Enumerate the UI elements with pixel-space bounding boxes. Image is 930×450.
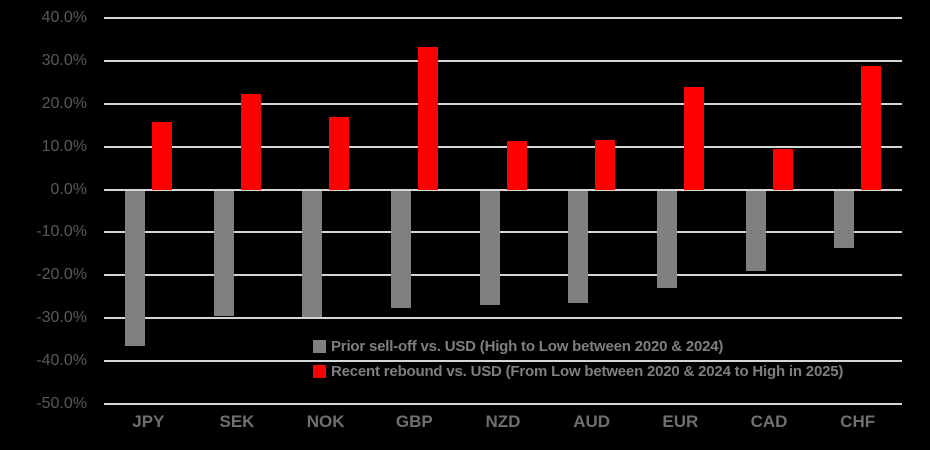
bar-selloff-AUD [568, 190, 589, 303]
bar-rebound-JPY [151, 121, 172, 190]
gridline-0.0% [104, 188, 902, 191]
bar-selloff-NOK [302, 190, 323, 318]
y-tick-label--30.0%: -30.0% [36, 309, 87, 327]
x-category-label-EUR: EUR [662, 412, 699, 431]
x-category-label-GBP: GBP [395, 412, 433, 431]
y-tick-label--40.0%: -40.0% [36, 352, 87, 370]
bar-rebound-NZD [506, 140, 527, 190]
selloff-legend-swatch-icon [313, 339, 326, 353]
bar-rebound-CAD [772, 149, 793, 190]
y-tick-label-10.0%: 10.0% [41, 137, 87, 155]
selloff-legend-label: Prior sell-off vs. USD (High to Low betw… [331, 337, 724, 355]
legend-item-selloff: Prior sell-off vs. USD (High to Low betw… [313, 337, 843, 355]
x-category-label-NZD: NZD [485, 412, 521, 431]
legend-item-rebound: Recent rebound vs. USD (From Low between… [313, 362, 844, 380]
bar-rebound-CHF [861, 66, 882, 190]
bar-rebound-SEK [240, 93, 261, 190]
bar-selloff-NZD [479, 190, 500, 306]
bar-selloff-GBP [390, 190, 411, 309]
bar-rebound-GBP [417, 47, 438, 190]
gridline-30.0% [104, 59, 902, 62]
gridline--20.0% [104, 274, 902, 277]
bar-selloff-JPY [124, 190, 145, 347]
bar-rebound-EUR [683, 87, 704, 190]
bar-selloff-SEK [213, 190, 234, 317]
x-category-label-SEK: SEK [219, 412, 255, 431]
gridline--50.0% [104, 403, 902, 405]
bar-selloff-CAD [745, 190, 766, 271]
y-tick-label--10.0%: -10.0% [36, 223, 87, 241]
x-category-label-CAD: CAD [750, 412, 788, 431]
gridline-20.0% [104, 102, 902, 105]
legend: Prior sell-off vs. USD (High to Low betw… [313, 337, 844, 380]
rebound-legend-label: Recent rebound vs. USD (From Low between… [331, 362, 844, 380]
gridline-10.0% [104, 145, 902, 148]
y-tick-label--20.0%: -20.0% [36, 266, 87, 284]
y-tick-label-30.0%: 30.0% [41, 51, 87, 69]
y-tick-label-40.0%: 40.0% [41, 9, 87, 26]
rebound-legend-swatch-icon [313, 364, 326, 378]
x-category-label-JPY: JPY [132, 412, 165, 431]
x-category-label-CHF: CHF [840, 412, 876, 431]
gridline--10.0% [104, 231, 902, 234]
x-category-label-NOK: NOK [306, 412, 345, 431]
bar-rebound-AUD [595, 140, 616, 190]
gridline--40.0% [104, 360, 902, 363]
y-tick-label-20.0%: 20.0% [41, 94, 87, 112]
y-tick-label-0.0%: 0.0% [50, 180, 87, 198]
gridline-40.0% [104, 17, 902, 19]
bar-rebound-NOK [329, 117, 350, 190]
bar-selloff-EUR [656, 190, 677, 288]
bar-selloff-CHF [834, 190, 855, 249]
y-tick-label--50.0%: -50.0% [36, 395, 87, 412]
x-category-label-AUD: AUD [573, 412, 611, 431]
gridline--30.0% [104, 317, 902, 320]
